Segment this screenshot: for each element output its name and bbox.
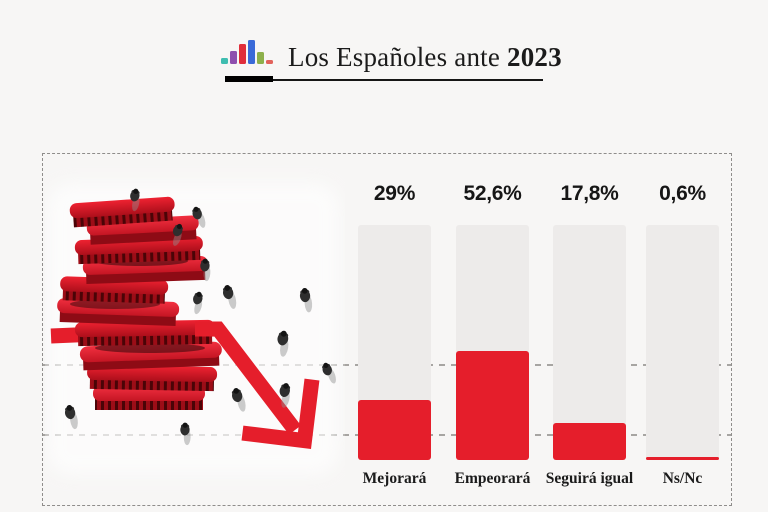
logo-bars-icon (221, 38, 273, 64)
category-label: Ns/Nc (662, 470, 703, 487)
chart-board (42, 153, 732, 506)
logo-bar (257, 52, 264, 64)
category-label: Seguirá igual (545, 470, 634, 487)
logo-bar (230, 51, 237, 64)
bar-column-nsnc: 0,6% Ns/Nc (646, 182, 719, 502)
logo-bar (248, 40, 255, 64)
bar-fill (553, 423, 626, 460)
bar-fill (358, 400, 431, 460)
value-label: 0,6% (659, 182, 706, 205)
decline-arrow (195, 321, 320, 449)
page-title-year: 2023 (507, 42, 562, 72)
category-label: Empeorará (454, 470, 531, 487)
bar-track (358, 225, 431, 460)
bar-column-mejorara: 29% Mejorará (358, 182, 431, 502)
bar-track (646, 225, 719, 460)
logo-bar (221, 58, 228, 64)
bar-track (456, 225, 529, 460)
header: Los Españoles ante 2023 (0, 0, 768, 100)
value-label: 52,6% (463, 182, 522, 205)
page-title: Los Españoles ante 2023 (288, 42, 562, 73)
falling-coins-arrow-illustration (47, 183, 339, 475)
title-underline (225, 79, 543, 81)
bar-column-empeorara: 52,6% Empeorará (455, 182, 531, 502)
page-title-regular: Los Españoles ante (288, 42, 507, 72)
logo-bar (266, 60, 273, 64)
value-label: 17,8% (560, 182, 619, 205)
logo-bar (239, 44, 246, 64)
title-underline-accent (225, 76, 273, 82)
coin-stack (57, 196, 222, 410)
bar-fill (456, 351, 529, 460)
bar-track (553, 225, 626, 460)
value-label: 29% (373, 182, 416, 205)
category-label: Mejorará (362, 470, 427, 487)
bar-column-seguira-igual: 17,8% Seguirá igual (546, 182, 633, 502)
bar-fill (646, 457, 719, 460)
